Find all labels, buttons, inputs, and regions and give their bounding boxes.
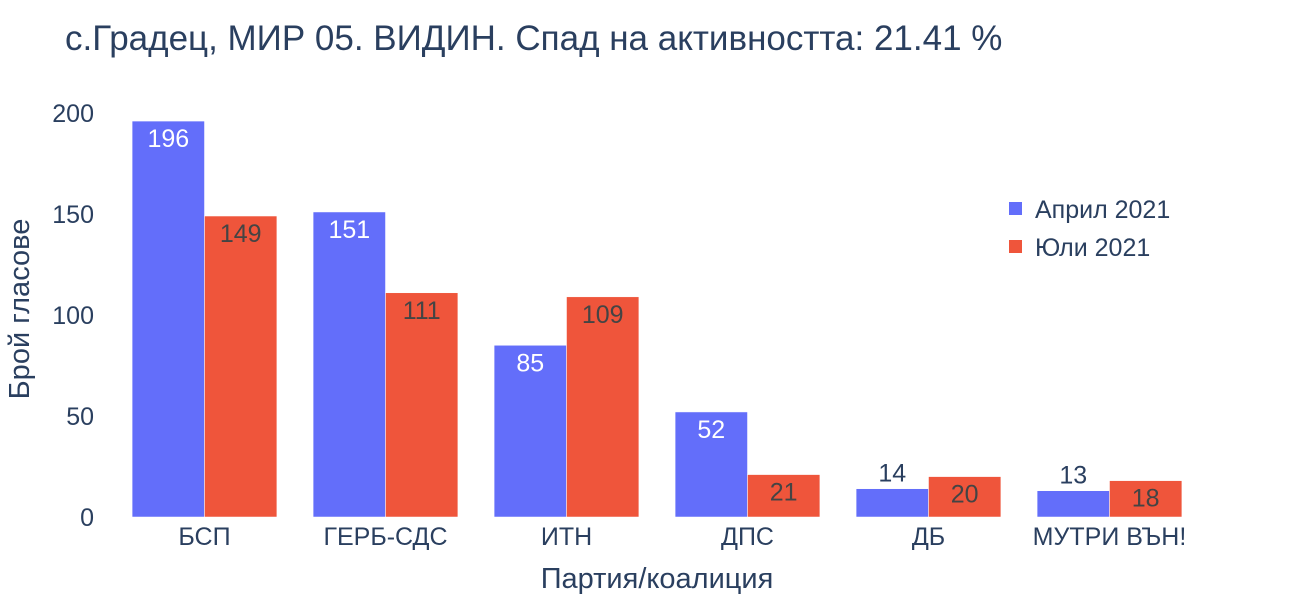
- bar: [385, 292, 459, 518]
- bar: [312, 211, 386, 518]
- bar: [493, 345, 567, 518]
- x-axis-title: Партия/коалиция: [541, 563, 774, 595]
- x-tick-label: МУТРИ ВЪН!: [1033, 523, 1187, 551]
- bar: [747, 474, 821, 518]
- legend-swatch: [1009, 202, 1022, 215]
- data-label: 18: [1132, 485, 1160, 513]
- legend-item[interactable]: Юли 2021: [1009, 234, 1150, 262]
- x-tick-label: ИТН: [541, 523, 592, 551]
- bar: [1109, 480, 1183, 518]
- y-tick-label: 150: [52, 201, 94, 229]
- y-tick-label: 100: [52, 302, 94, 330]
- data-label: 13: [1059, 462, 1087, 490]
- data-label: 111: [403, 297, 441, 325]
- bar: [204, 215, 278, 518]
- y-tick-label: 50: [66, 403, 94, 431]
- data-label: 85: [516, 349, 544, 377]
- y-tick-label: 0: [80, 504, 94, 532]
- y-axis-ticks: 0 50 100 150 200: [52, 100, 94, 532]
- y-axis-title: Брой гласове: [4, 219, 36, 400]
- legend-swatch: [1009, 240, 1022, 253]
- x-tick-label: ДПС: [721, 523, 774, 551]
- bar: [131, 120, 205, 518]
- bar: [1036, 490, 1110, 518]
- data-label: 109: [582, 301, 624, 329]
- legend-label: Април 2021: [1035, 196, 1170, 224]
- bar: [674, 411, 748, 518]
- legend[interactable]: Април 2021 Юли 2021: [1009, 196, 1170, 262]
- legend-label: Юли 2021: [1035, 234, 1150, 262]
- data-label: 196: [147, 125, 189, 153]
- data-label: 21: [770, 479, 798, 507]
- bar: [928, 476, 1002, 518]
- x-tick-label: БСП: [178, 523, 230, 551]
- data-label: 14: [878, 460, 906, 488]
- legend-item[interactable]: Април 2021: [1009, 196, 1170, 224]
- x-axis-ticks: БСП ГЕРБ-СДС ИТН ДПС ДБ МУТРИ ВЪН!: [178, 523, 1186, 551]
- data-labels: 196 149 151 111 85 109 52 21 14 20 13 18: [147, 125, 1159, 513]
- data-label: 52: [697, 416, 725, 444]
- chart-title: с.Градец, МИР 05. ВИДИН. Спад на активно…: [65, 19, 1002, 58]
- bar: [855, 488, 929, 518]
- data-label: 151: [328, 216, 370, 244]
- data-label: 149: [220, 220, 262, 248]
- y-tick-label: 200: [52, 100, 94, 128]
- data-label: 20: [951, 481, 979, 509]
- bar: [566, 296, 640, 518]
- x-tick-label: ГЕРБ-СДС: [323, 523, 447, 551]
- bars: [131, 120, 1183, 518]
- x-tick-label: ДБ: [912, 523, 945, 551]
